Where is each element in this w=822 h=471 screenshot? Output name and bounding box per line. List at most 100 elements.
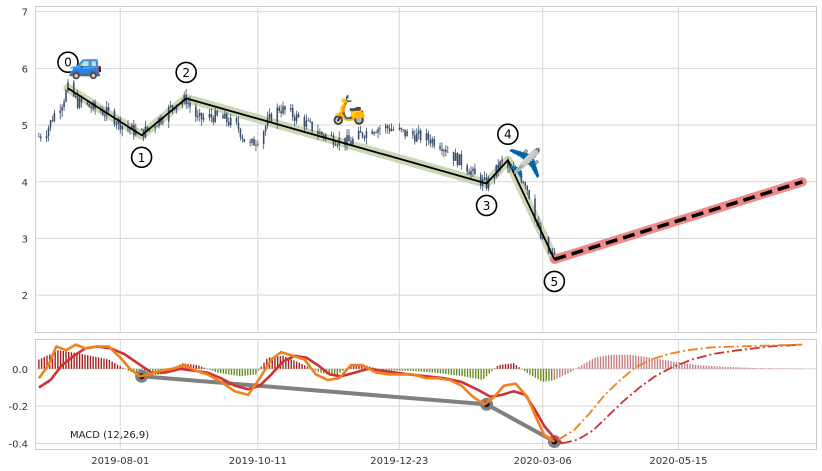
- candle-body: [284, 106, 286, 110]
- candle-body: [235, 117, 238, 123]
- macd-histogram-bar: [255, 368, 257, 375]
- macd-histogram-bar: [263, 362, 265, 369]
- macd-histogram-bar: [190, 364, 192, 369]
- candle-body: [257, 144, 259, 145]
- macd-histogram-bar: [211, 368, 214, 371]
- macd-histogram-bar: [705, 365, 708, 369]
- macd-histogram-bar: [423, 368, 425, 372]
- macd-histogram-bar: [249, 368, 252, 376]
- candle-body: [460, 154, 463, 166]
- candle-body: [189, 102, 191, 107]
- macd-histogram-bar: [569, 368, 572, 373]
- candle-body: [346, 135, 348, 146]
- candle-body: [224, 113, 226, 119]
- candle-body: [322, 134, 325, 138]
- candle-body: [419, 130, 422, 141]
- macd-histogram-bar: [274, 356, 276, 369]
- macd-histogram-bar: [217, 368, 219, 373]
- candle-body: [198, 112, 201, 116]
- macd-histogram-bar: [428, 368, 431, 373]
- macd-histogram-bar: [238, 368, 241, 377]
- macd-histogram-bar: [456, 368, 458, 376]
- macd-histogram-bar: [279, 356, 282, 369]
- candle-body: [45, 135, 48, 139]
- projection-line: [553, 180, 803, 262]
- macd-histogram-bar: [659, 359, 661, 369]
- macd-histogram-bar: [504, 364, 507, 369]
- candle-body: [309, 120, 311, 122]
- price-y-tick-label: 4: [22, 178, 28, 189]
- macd-histogram-bar: [526, 368, 528, 374]
- candle-body: [264, 126, 267, 132]
- macd-histogram-bar: [635, 355, 637, 369]
- macd-histogram-bar: [521, 368, 523, 370]
- candle-body: [202, 117, 205, 120]
- macd-histogram-bar: [502, 364, 504, 369]
- candle-body: [377, 128, 379, 133]
- candle-body: [65, 90, 67, 102]
- macd-histogram-bar: [54, 351, 56, 369]
- macd-histogram-bar: [621, 354, 623, 369]
- macd-histogram-bar: [252, 368, 254, 375]
- candle-body: [47, 127, 50, 136]
- candle-body: [541, 236, 544, 239]
- macd-histogram-bar: [355, 365, 358, 369]
- wave-label-text: 1: [138, 151, 146, 165]
- macd-histogram-bar: [770, 368, 773, 369]
- macd-histogram-bar: [632, 355, 634, 369]
- candle-body: [404, 129, 406, 137]
- candle-body: [38, 136, 40, 138]
- macd-histogram-bar: [203, 367, 206, 369]
- candle-body: [526, 185, 529, 191]
- macd-histogram-bar: [127, 368, 130, 371]
- price-y-tick-label: 6: [22, 64, 28, 75]
- wave-label-text: 0: [64, 56, 72, 70]
- candle-body: [512, 168, 515, 170]
- emoji-markers: 🚙 🛵 ✈️: [68, 48, 543, 180]
- candle-body: [311, 121, 313, 132]
- macd-histogram-bar: [390, 368, 393, 371]
- candle-body: [392, 129, 395, 130]
- candle-body: [270, 113, 273, 123]
- candle-body: [499, 161, 501, 170]
- macd-histogram-bar: [108, 359, 111, 369]
- candle-body: [406, 131, 408, 137]
- candle-body: [214, 110, 217, 123]
- candle-body: [276, 107, 279, 123]
- candle-body: [92, 102, 94, 109]
- macd-histogram-bar: [458, 368, 461, 376]
- macd-histogram-bar: [46, 355, 48, 369]
- candle-body: [171, 105, 174, 108]
- macd-histogram-bar: [119, 366, 121, 369]
- candle-body: [169, 105, 172, 107]
- candle-body: [140, 129, 143, 131]
- price-y-ticks: 2 3 4 5 6 7: [22, 8, 28, 302]
- candle-body: [334, 144, 337, 146]
- macd-histogram-bar: [550, 368, 553, 381]
- macd-histogram-bar: [727, 366, 729, 369]
- price-y-tick-label: 3: [22, 234, 28, 245]
- macd-plot-area: [35, 339, 817, 450]
- candle-body: [208, 114, 211, 118]
- macd-histogram-bar: [483, 368, 485, 379]
- macd-histogram-bar: [529, 368, 531, 375]
- car-icon: 🚙: [68, 48, 103, 81]
- candle-body: [454, 153, 457, 161]
- candle-body: [549, 252, 552, 254]
- candle-body: [59, 110, 61, 113]
- macd-histogram-bar: [73, 352, 75, 369]
- candle-body: [495, 164, 498, 177]
- macd-histogram-bar: [385, 368, 387, 371]
- wave-labels: 0 1 2 3 4 5: [57, 51, 566, 293]
- macd-histogram-bar: [314, 368, 317, 371]
- candle-body: [67, 82, 69, 91]
- candle-body: [291, 107, 294, 117]
- macd-y-tick-label: -0.4: [8, 439, 28, 450]
- candle-body: [156, 125, 158, 127]
- macd-histogram-bar: [244, 368, 246, 376]
- macd-histogram-bar: [656, 358, 659, 369]
- candle-body: [282, 106, 284, 114]
- candle-body: [427, 133, 430, 140]
- macd-histogram-bar: [559, 368, 561, 378]
- macd-histogram-bar: [447, 368, 450, 375]
